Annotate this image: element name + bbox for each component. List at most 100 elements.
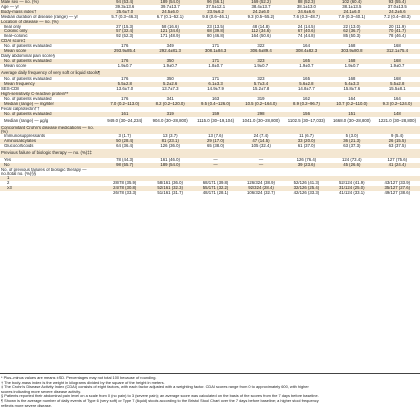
table-cell: 36 (21.3)	[329, 139, 375, 145]
table-row: Mean score 293.9±85.4 292.4±81.3 308.1±84.3…	[0, 49, 420, 54]
table-cell: 39.7±13.7	[160, 4, 180, 9]
table-row: No. of patients evaluated 176 349 171 322 164…	[0, 44, 420, 49]
footnote-line: * Plus–minus values are means ±SD. Perce…	[1, 376, 157, 380]
table-cell: 92/324 (28.4)	[238, 186, 284, 192]
table-cell: 74 (44.8)	[297, 34, 315, 39]
table-cell	[192, 92, 239, 98]
table-cell: 106/324 (32.7)	[247, 191, 275, 196]
row-label: Average daily frequency of very soft or …	[0, 68, 103, 78]
table-cell: 32/126 (25.4)	[283, 186, 330, 192]
table-cell: 292.4±81.3	[147, 49, 193, 54]
table-cell: 27 (15.3)	[116, 24, 134, 29]
row-label: Daily abdominal pain score§	[1, 53, 55, 58]
table-cell: 24/78 (30.8)	[102, 186, 148, 192]
table-cell: 306.6±89.4	[238, 49, 284, 54]
table-cell: 5.4±3.3	[329, 82, 375, 88]
table-cell: 7.2 (0.4–48.3)	[383, 14, 411, 19]
table-cell: 13.7±7.3	[161, 87, 179, 92]
table-cell: 1668.0 (30–28,800)	[333, 117, 371, 123]
table-cell: —	[192, 162, 239, 168]
row-label: Ileal only	[4, 24, 21, 29]
row-label: No. of patients evaluated	[4, 44, 52, 49]
footnote-line: § Patients reported their abdominal pain…	[1, 394, 319, 399]
table-cell: 1.9±0.7	[299, 63, 314, 68]
table-cell: 24.2±6.6	[374, 9, 420, 15]
table-cell	[193, 168, 238, 177]
row-label: No. of patients evaluated	[4, 97, 52, 102]
table-cell: 156	[283, 111, 330, 117]
table-cell: 5.6±2.8	[283, 82, 330, 88]
table-cell: 303.9±80.8	[329, 49, 375, 54]
row-label: Previous failure of biologic therapy — n…	[0, 149, 103, 158]
table-row: Age — yr 39.3±13.6 39.7±13.7 37.5±12.1 38.4±…	[0, 5, 420, 10]
table-cell: 127 (75.6)	[387, 157, 408, 162]
table-cell: 1.9±0.7	[117, 63, 132, 68]
table-cell: 39.3±13.6	[115, 4, 135, 9]
table-cell: 92 (52.3)	[116, 34, 134, 39]
table-cell: —	[238, 162, 284, 168]
table-cell: 176	[121, 97, 129, 102]
table-cell: 41/124 (33.1)	[339, 191, 365, 196]
table-cell: 7.0 (0.2–113.0)	[102, 102, 148, 107]
table-row: Immunosuppressants 3 (1.7) 13 (3.7) 13 (7.6…	[0, 134, 420, 139]
footnote-line: scores indicating more severe disease ac…	[1, 389, 81, 394]
table-cell: 23.9±6.2	[192, 9, 239, 15]
table-cell: 293.9±85.4	[102, 49, 148, 54]
table-cell	[147, 92, 193, 98]
table-cell: 171	[211, 44, 220, 49]
table-cell: 11 (6.7)	[299, 134, 314, 139]
row-label: Colonic only	[0, 29, 103, 35]
table-cell	[283, 39, 330, 45]
table-cell	[147, 68, 193, 78]
footnote-line: reflects more severe disease.	[1, 403, 52, 408]
table-cell	[238, 168, 283, 177]
table-cell: 161 (46.0)	[160, 157, 180, 162]
table-cell	[192, 19, 239, 25]
table-cell: 25.6±7.0	[102, 9, 148, 15]
table-cell: 189 (54.0)	[147, 0, 193, 5]
table-cell	[102, 168, 147, 177]
table-cell	[329, 39, 375, 45]
row-label: Mean frequency	[0, 82, 103, 88]
table-cell	[283, 176, 330, 182]
table-cell	[102, 125, 148, 135]
table-cell: 1.9±0.7	[253, 63, 269, 68]
table-row: Body-mass index† 25.6±7.0 24.5±6.0 23.9±6.2…	[0, 9, 420, 15]
table-cell	[374, 176, 420, 182]
table-cell: 14.8±7.7	[298, 87, 315, 92]
table-cell: 168	[329, 58, 375, 64]
table-cell: 171	[211, 77, 220, 82]
table-cell: 48 (14.8)	[252, 24, 270, 29]
table-cell: 168	[348, 44, 356, 49]
table-cell: 50 (28.4)	[102, 139, 148, 145]
table-cell: 3 (1.7)	[118, 134, 131, 139]
table-cell: 298	[238, 111, 284, 117]
table-cell: 6.1±3.3	[192, 82, 239, 88]
table-cell: 5.2±2.6	[147, 82, 193, 88]
table-cell	[374, 149, 420, 158]
table-cell: 78 (46.4)	[388, 34, 406, 39]
table-cell	[147, 168, 192, 177]
table-cell: 168	[374, 58, 420, 64]
table-cell: 80 (46.8)	[206, 34, 225, 39]
table-cell: 9.3 (0.5–55.2)	[247, 14, 275, 19]
table-cell: 1102.5 (30–17,033)	[287, 117, 325, 123]
table-cell	[238, 92, 284, 98]
row-label: 1	[0, 176, 103, 182]
table-cell: 85 (50.3)	[343, 34, 361, 39]
table-cell: 22 (13.0)	[343, 24, 361, 29]
table-cell	[238, 125, 284, 135]
table-cell: 58/161 (36.0)	[157, 181, 183, 186]
table-row: Ileal–colonic 92 (52.3) 171 (48.9) 80 (46.8…	[0, 34, 420, 39]
table-cell: 1.8±0.7	[208, 63, 223, 68]
table-cell: 45 (26.6)	[329, 162, 375, 168]
table-cell: 62 (36.7)	[329, 29, 375, 35]
table-cell	[102, 39, 148, 45]
table-cell: 24.6±6.6	[283, 9, 330, 15]
row-label: No. of patients evaluated	[4, 77, 52, 82]
table-row: Male sex — no. (%) 94 (53.4) 189 (54.0) 96 …	[0, 0, 420, 5]
table-cell: 94 (53.4)	[102, 0, 148, 5]
row-label: No. of patients evaluated	[0, 111, 103, 117]
table-cell: 14.9±7.9	[207, 87, 224, 92]
